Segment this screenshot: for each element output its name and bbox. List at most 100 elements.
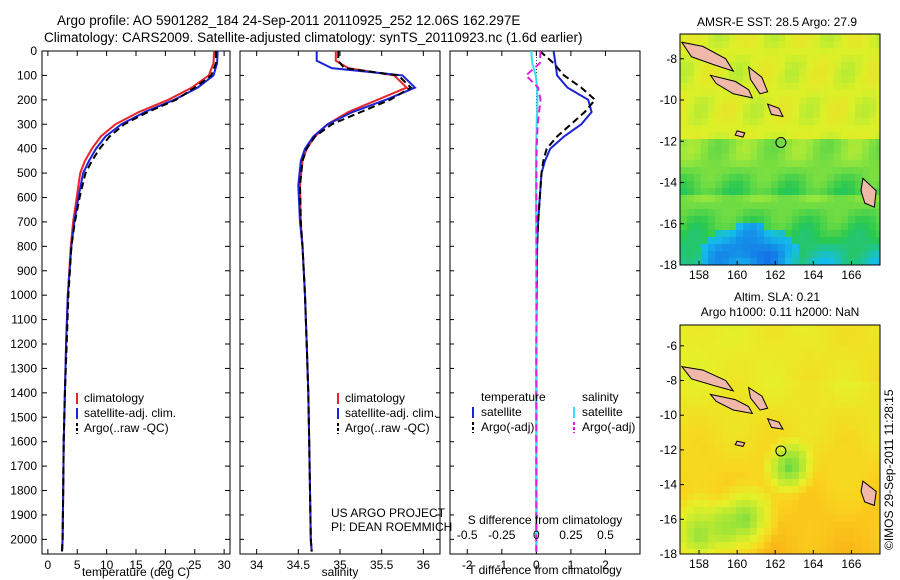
map-cell xyxy=(792,237,800,245)
map-cell xyxy=(827,381,835,389)
map-cell xyxy=(701,62,709,70)
map-cell xyxy=(869,83,877,91)
map-cell xyxy=(750,111,758,119)
map-cell xyxy=(694,111,702,119)
map-cell xyxy=(750,402,758,410)
sla-map: 158 160 162 164 166-6-8-10-12-14-16-18Altim.… xyxy=(660,290,881,571)
map-cell xyxy=(736,535,744,543)
map-cell xyxy=(750,542,758,550)
map-cell xyxy=(848,76,856,84)
map-cell xyxy=(785,83,793,91)
map-cell xyxy=(869,223,877,231)
map-cell xyxy=(778,535,786,543)
map-cell xyxy=(757,34,765,42)
map-cell xyxy=(813,395,821,403)
map-cell xyxy=(834,251,842,259)
map-cell xyxy=(799,55,807,63)
map-cell xyxy=(750,549,758,555)
map-cell xyxy=(743,160,751,168)
map-cell xyxy=(736,76,744,84)
map-cell xyxy=(715,437,723,445)
map-cell xyxy=(799,458,807,466)
map-cell xyxy=(834,76,842,84)
map-cell xyxy=(792,202,800,210)
map-cell xyxy=(757,132,765,140)
top-tick-label: 0.5 xyxy=(597,528,614,542)
map-cell xyxy=(757,549,765,555)
map-cell xyxy=(764,500,772,508)
map-cell xyxy=(715,132,723,140)
map-cell xyxy=(820,409,828,417)
x-tick-label: 34.5 xyxy=(287,558,311,572)
map-cell xyxy=(736,542,744,550)
map-cell xyxy=(876,437,881,445)
map-cell xyxy=(785,223,793,231)
map-cell xyxy=(785,416,793,424)
map-cell xyxy=(855,346,863,354)
map-cell xyxy=(708,167,716,175)
map-cell xyxy=(841,55,849,63)
map-cell xyxy=(813,174,821,182)
map-cell xyxy=(806,48,814,56)
map-cell xyxy=(792,451,800,459)
map-cell xyxy=(771,69,779,77)
map-cell xyxy=(820,258,828,266)
map-cell xyxy=(764,160,772,168)
map-cell xyxy=(722,493,730,501)
map-cell xyxy=(694,62,702,70)
map-cell xyxy=(841,388,849,396)
map-cell xyxy=(820,500,828,508)
map-cell xyxy=(687,542,695,550)
map-cell xyxy=(876,395,881,403)
map-cell xyxy=(729,549,737,555)
map-cell xyxy=(806,486,814,494)
map-cell xyxy=(869,237,877,245)
map-cell xyxy=(715,251,723,259)
map-cell xyxy=(841,62,849,70)
map-cell xyxy=(715,153,723,161)
map-cell xyxy=(848,160,856,168)
map-cell xyxy=(771,251,779,259)
map-cell xyxy=(694,402,702,410)
x-tick-label: 25 xyxy=(188,558,202,572)
map-cell xyxy=(869,479,877,487)
map-cell xyxy=(701,244,709,252)
map-cell xyxy=(778,325,786,333)
map-cell xyxy=(778,346,786,354)
map-cell xyxy=(869,209,877,217)
map-cell xyxy=(694,69,702,77)
map-cell xyxy=(834,500,842,508)
map-cell xyxy=(715,48,723,56)
map-cell xyxy=(792,353,800,361)
map-cell xyxy=(792,76,800,84)
map-cell xyxy=(757,146,765,154)
map-cell xyxy=(820,160,828,168)
map-cell xyxy=(778,353,786,361)
map-cell xyxy=(694,353,702,361)
map-cell xyxy=(834,514,842,522)
map-cell xyxy=(799,223,807,231)
map-cell xyxy=(694,118,702,126)
map-cell xyxy=(806,332,814,340)
map-cell xyxy=(757,521,765,529)
map-cell xyxy=(722,507,730,515)
map-cell xyxy=(876,388,881,396)
map-cell xyxy=(855,535,863,543)
map-cell xyxy=(785,195,793,203)
map-cell xyxy=(694,139,702,147)
map-cell xyxy=(876,360,881,368)
map-cell xyxy=(771,388,779,396)
lat-tick-label: -12 xyxy=(660,443,678,457)
map-cell xyxy=(750,216,758,224)
map-cell xyxy=(820,230,828,238)
map-cell xyxy=(841,132,849,140)
map-cell xyxy=(813,542,821,550)
map-cell xyxy=(813,486,821,494)
map-cell xyxy=(792,111,800,119)
map-cell xyxy=(848,332,856,340)
map-cell xyxy=(680,251,688,259)
map-cell xyxy=(743,388,751,396)
map-cell xyxy=(862,125,870,133)
map-cell xyxy=(771,244,779,252)
map-cell xyxy=(841,181,849,189)
